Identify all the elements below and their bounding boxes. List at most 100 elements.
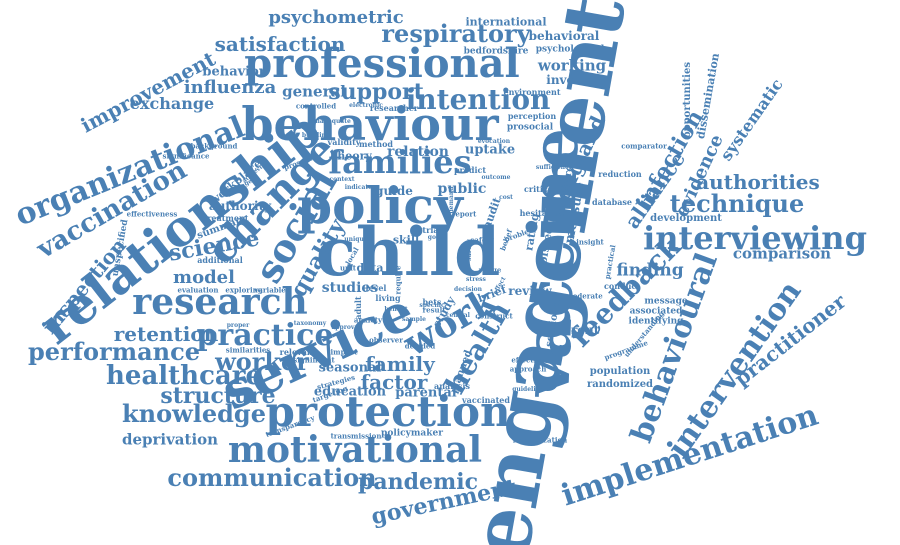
word: comparator — [621, 141, 667, 151]
word: parental — [395, 385, 457, 401]
word: central — [446, 312, 470, 319]
word: uptake — [464, 142, 516, 158]
word: child — [315, 213, 501, 291]
word: treatment — [203, 213, 249, 223]
word: general — [282, 82, 346, 101]
word: relation — [387, 144, 449, 160]
word: significance — [162, 151, 210, 161]
word: professional — [244, 40, 520, 87]
word: reduction — [598, 169, 642, 179]
word: construct — [475, 311, 513, 321]
word: structure — [160, 383, 276, 409]
word: exchange — [129, 94, 215, 113]
word: outcome — [481, 174, 511, 181]
word: anxiety — [353, 315, 383, 325]
word: studies — [321, 280, 379, 296]
word: motivational — [227, 429, 483, 471]
word: living — [375, 293, 401, 303]
word: model — [173, 267, 235, 288]
word: moderate — [565, 291, 603, 301]
word: policymaker — [381, 428, 443, 439]
word: critical — [524, 184, 556, 194]
word: immunization — [512, 435, 568, 445]
word: systematic — [716, 75, 787, 165]
word: report — [451, 209, 477, 219]
word: require — [393, 265, 403, 295]
word: effective — [511, 355, 545, 365]
word: good — [427, 234, 445, 241]
word: deprivation — [121, 430, 219, 449]
word: evaluation — [177, 285, 219, 295]
word: taxonomy — [293, 320, 327, 327]
word: decided — [404, 341, 436, 351]
word: approval — [331, 324, 361, 331]
word: behaviour — [241, 97, 499, 151]
word: skill — [392, 233, 420, 247]
word: prosocial — [506, 122, 554, 133]
word: method — [359, 139, 393, 149]
word: international — [465, 15, 547, 29]
word: respiratory — [381, 19, 531, 48]
word: satisfaction — [214, 32, 346, 56]
word: education — [313, 384, 387, 400]
word: observer — [369, 335, 403, 345]
word: practical — [602, 244, 618, 280]
word: vaccinated — [462, 395, 510, 405]
word: relevant — [279, 347, 317, 357]
word: demand — [448, 186, 455, 214]
word: bedfordshire — [463, 46, 529, 57]
word: authorities — [696, 170, 820, 194]
word: proper — [226, 322, 250, 329]
word: electronic — [349, 102, 383, 109]
word: analysis — [434, 381, 470, 391]
word: survey — [466, 239, 473, 261]
word: associated — [629, 306, 683, 317]
word: review — [508, 284, 552, 298]
word: safety — [470, 235, 494, 245]
word: guideline — [512, 386, 544, 393]
word: stress — [466, 276, 486, 283]
word: perception — [507, 111, 557, 121]
word: performance — [28, 337, 200, 366]
word: behavioral — [528, 29, 600, 43]
word: behavior — [202, 64, 266, 80]
word: influenza — [183, 77, 277, 98]
word: evocation — [477, 138, 511, 145]
word: psychological — [535, 44, 605, 55]
word: unit — [339, 263, 357, 273]
word: building — [301, 132, 331, 139]
word: message — [644, 296, 688, 307]
word: effectiveness — [126, 209, 178, 219]
word: database — [591, 197, 633, 207]
word: conduct — [604, 281, 640, 291]
word: development — [650, 213, 722, 224]
word: significant — [293, 355, 335, 365]
word: transmission — [330, 431, 382, 441]
word: impact — [330, 347, 358, 357]
word: families — [328, 143, 472, 181]
word: worker — [215, 347, 309, 376]
word: result — [422, 305, 446, 315]
word: specific — [419, 302, 445, 309]
word: cost — [499, 194, 513, 201]
word: sample — [402, 316, 426, 323]
word: inadequate — [313, 118, 351, 125]
word: validity — [327, 137, 361, 147]
word: level — [365, 283, 387, 293]
word: approach — [509, 364, 547, 374]
word: knowledge — [122, 399, 266, 428]
word: trial — [422, 225, 442, 235]
word: opportunities — [682, 62, 693, 138]
word: range — [478, 265, 502, 275]
word: family — [365, 352, 435, 376]
word: indicator — [344, 184, 376, 191]
word: controlled — [295, 101, 337, 111]
word: environment — [503, 87, 561, 97]
word: finding — [616, 260, 684, 281]
word: randomized — [586, 379, 654, 390]
word: public — [437, 181, 487, 197]
word: retention — [113, 322, 219, 346]
word: identifying — [628, 316, 684, 327]
word: benefit — [384, 306, 408, 313]
